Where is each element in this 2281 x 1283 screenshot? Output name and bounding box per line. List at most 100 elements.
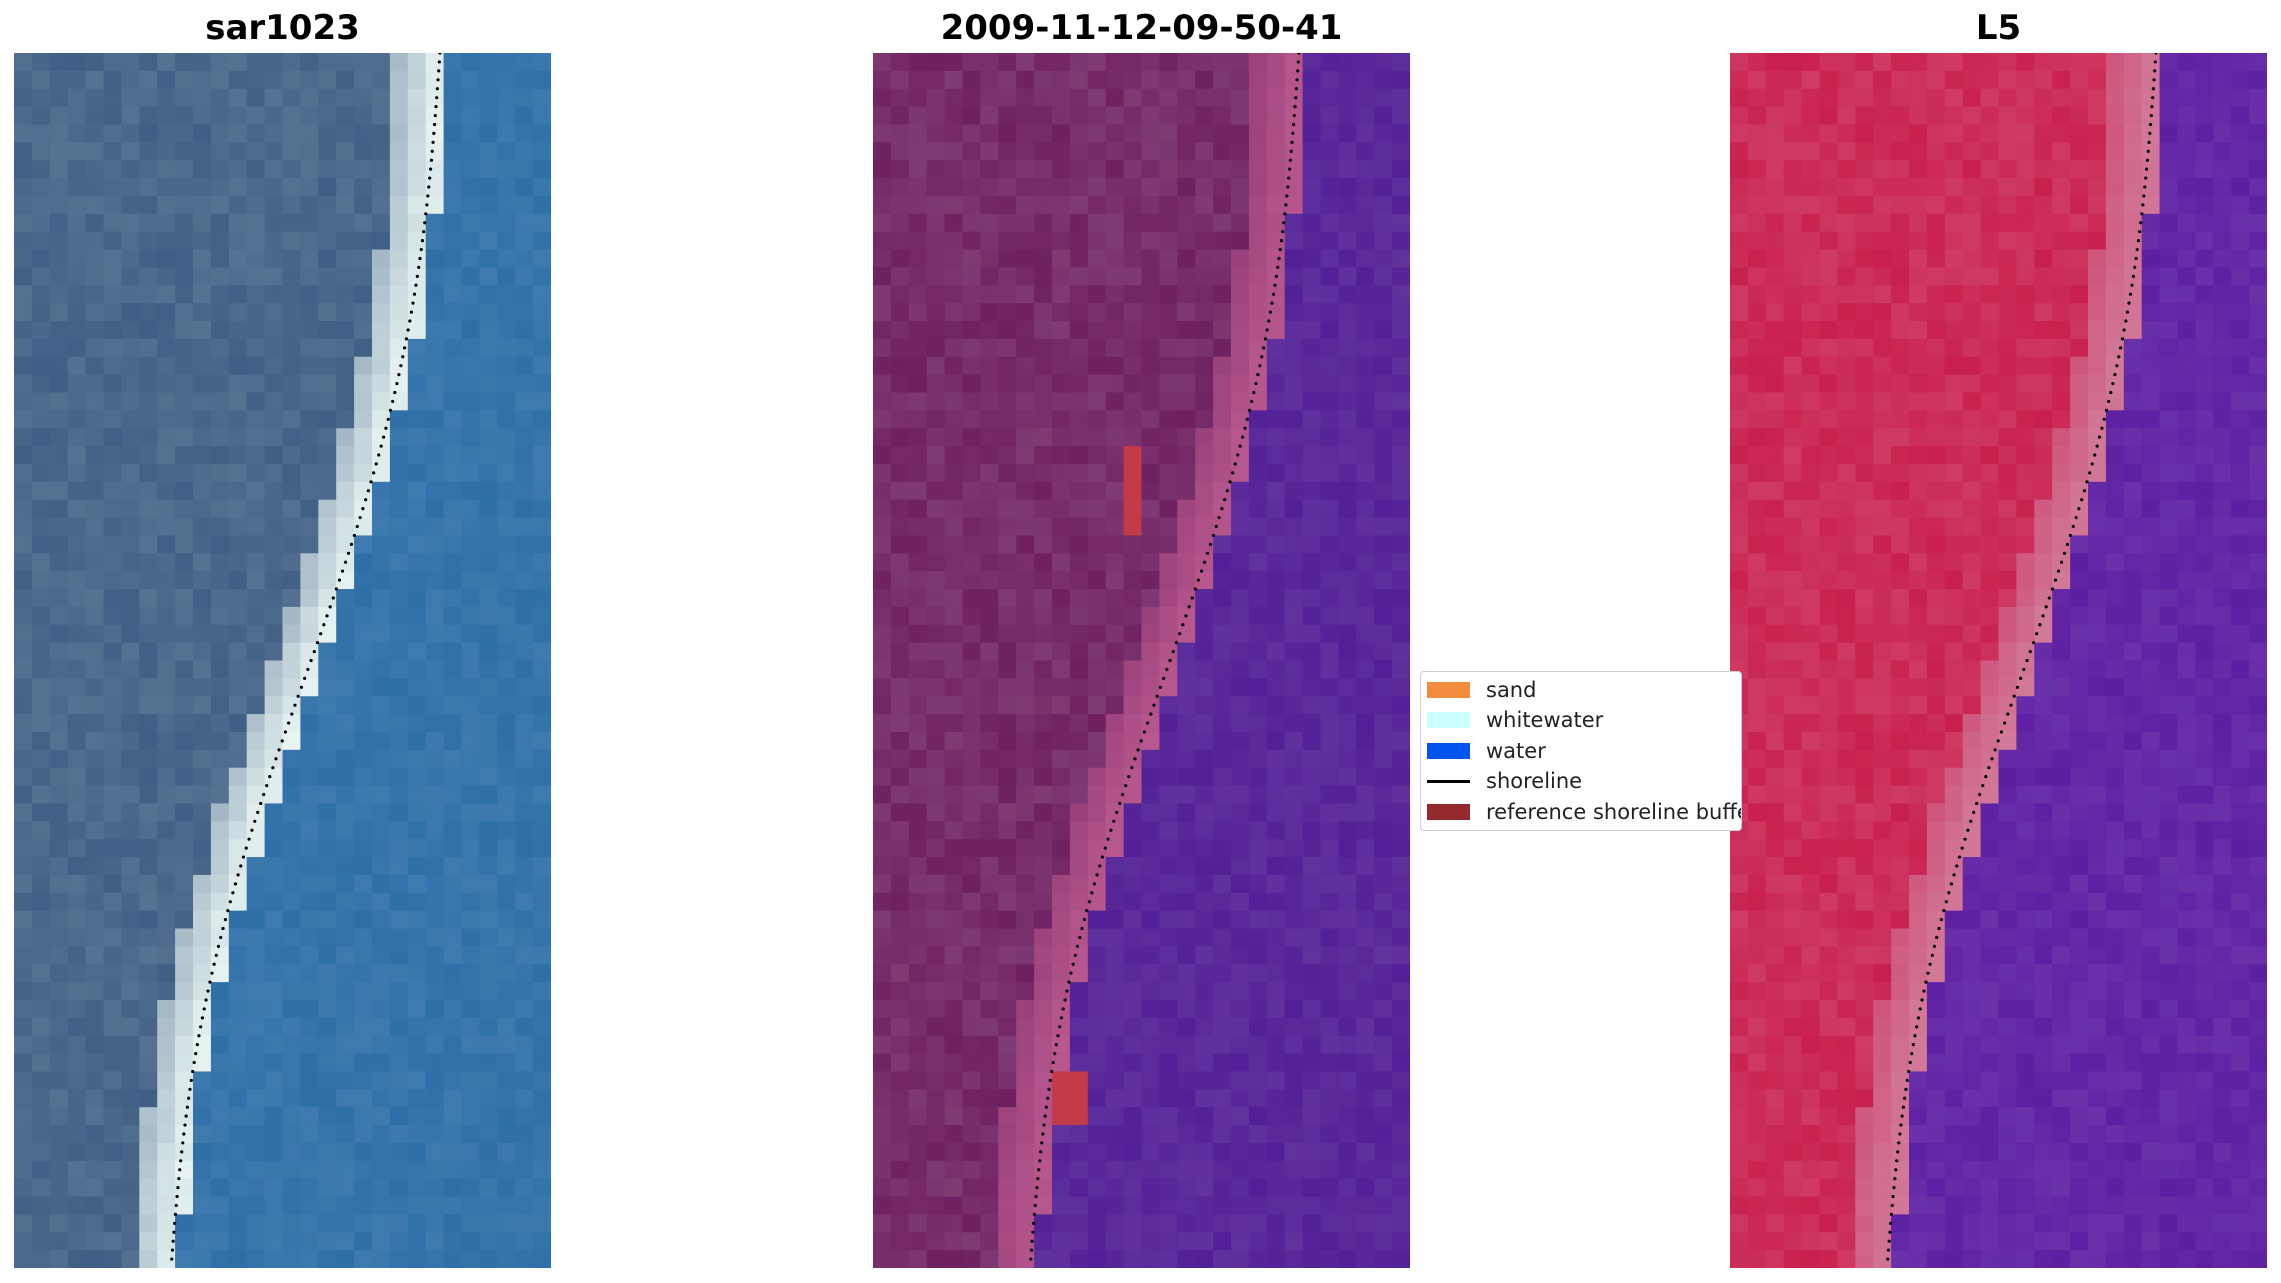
pixel-cell [962, 660, 981, 679]
pixel-cell [85, 428, 105, 447]
pixel-cell [479, 606, 498, 626]
pixel-cell [139, 285, 158, 304]
pixel-cell [1873, 195, 1892, 215]
pixel-cell [175, 803, 194, 822]
pixel-cell [14, 928, 33, 947]
shoreline-dot [1208, 542, 1213, 546]
pixel-cell [354, 338, 373, 358]
pixel-cell [515, 1250, 534, 1268]
pixel-cell [300, 1125, 319, 1144]
pixel-cell [443, 999, 463, 1019]
pixel-cell [1052, 1178, 1071, 1198]
pixel-cell [1016, 767, 1035, 787]
pixel-cell [1034, 321, 1053, 340]
shoreline-dot [1205, 551, 1210, 555]
pixel-cell [1123, 285, 1143, 304]
pixel-cell [944, 803, 964, 822]
pixel-cell [515, 178, 534, 197]
pixel-cell [873, 731, 892, 751]
pixel-cell [1392, 946, 1410, 965]
pixel-cell [157, 1017, 176, 1037]
pixel-cell [1231, 499, 1250, 519]
pixel-cell [1320, 999, 1339, 1019]
pixel-cell [873, 356, 892, 376]
pixel-cell [1248, 338, 1268, 358]
pixel-cell [1302, 1196, 1322, 1215]
pixel-cell [228, 53, 248, 72]
pixel-cell [372, 178, 391, 197]
pixel-cell [103, 785, 122, 805]
pixel-cell [1141, 249, 1160, 269]
pixel-cell [1284, 553, 1304, 572]
pixel-cell [1069, 1125, 1089, 1144]
pixel-cell [354, 356, 373, 376]
pixel-cell [157, 70, 176, 90]
pixel-cell [1034, 1160, 1053, 1180]
pixel-cell [1392, 1035, 1410, 1055]
pixel-cell [354, 231, 373, 251]
pixel-cell [193, 910, 212, 930]
pixel-cell [1302, 803, 1322, 822]
pixel-cell [908, 767, 928, 787]
pixel-cell [1105, 1178, 1125, 1198]
pixel-cell [1374, 499, 1393, 519]
pixel-cell [2123, 374, 2143, 394]
pixel-cell [2052, 231, 2071, 251]
pixel-cell [2123, 53, 2143, 72]
pixel-cell [372, 499, 391, 519]
shoreline-dot [1139, 739, 1143, 743]
pixel-cell [175, 1107, 194, 1126]
pixel-cell [157, 374, 176, 394]
pixel-cell [354, 1196, 373, 1215]
pixel-cell [14, 1142, 33, 1162]
pixel-cell [1962, 338, 1982, 358]
pixel-cell [926, 1107, 946, 1126]
pixel-cell [372, 267, 391, 286]
pixel-cell [1266, 178, 1286, 197]
pixel-cell [282, 1196, 301, 1215]
pixel-cell [193, 142, 212, 161]
pixel-cell [300, 767, 319, 787]
pixel-cell [300, 249, 319, 269]
pixel-cell [1248, 499, 1268, 519]
pixel-cell [1320, 749, 1339, 769]
pixel-cell [1302, 213, 1322, 233]
pixel-cell [980, 1035, 999, 1055]
pixel-cell [1873, 213, 1892, 233]
pixel-cell [1105, 1071, 1125, 1090]
pixel-cell [2070, 106, 2089, 126]
pixel-cell [890, 88, 910, 108]
pixel-cell [1159, 1035, 1178, 1055]
pixel-cell [1105, 660, 1125, 679]
pixel-cell [210, 446, 230, 465]
pixel-cell [121, 231, 140, 251]
pixel-cell [1034, 714, 1053, 733]
pixel-cell [873, 571, 892, 590]
pixel-cell [461, 231, 480, 251]
pixel-cell [873, 660, 892, 679]
pixel-cell [1141, 285, 1160, 304]
pixel-cell [372, 589, 391, 608]
pixel-cell [425, 1250, 445, 1268]
pixel-cell [175, 446, 194, 465]
pixel-cell [1123, 124, 1143, 143]
shoreline-dot [1065, 989, 1069, 993]
pixel-cell [1016, 946, 1035, 965]
pixel-cell [1266, 517, 1286, 537]
shoreline-dot [1256, 373, 1260, 377]
pixel-cell [157, 499, 176, 519]
pixel-cell [1016, 88, 1035, 108]
pixel-cell [1338, 1071, 1357, 1090]
pixel-cell [49, 124, 69, 143]
pixel-cell [264, 321, 284, 340]
pixel-cell [1338, 928, 1357, 947]
pixel-cell [908, 982, 928, 1001]
shoreline-dot [1133, 757, 1137, 761]
pixel-cell [1356, 160, 1375, 179]
pixel-cell [1248, 285, 1268, 304]
pixel-cell [1123, 1196, 1143, 1215]
pixel-cell [336, 463, 355, 483]
pixel-cell [49, 321, 69, 340]
pixel-cell [175, 1071, 194, 1090]
pixel-cell [103, 195, 122, 215]
